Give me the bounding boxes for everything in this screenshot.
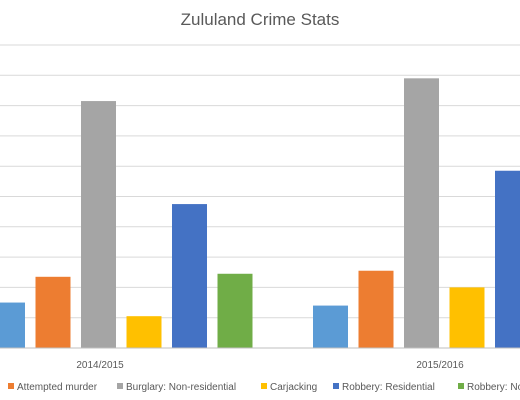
legend-label: Burglary: Non-residential [126, 382, 236, 393]
bar-series-5-2014-2015 [217, 273, 253, 348]
legend-swatch [458, 383, 464, 389]
category-label: 2014/2015 [76, 360, 124, 371]
category-labels: 2014/2015 2015/2016 [76, 360, 464, 371]
bar-series-0-2014-2015 [0, 302, 25, 348]
bar-series-2-2014-2015 [81, 101, 116, 349]
gridlines [0, 44, 520, 319]
category-label: 2015/2016 [416, 360, 464, 371]
chart-title: Zululand Crime Stats [181, 10, 340, 29]
legend-swatch [333, 383, 339, 389]
bar-series-3-2014-2015 [126, 316, 162, 348]
bar-series-0-2015-2016 [313, 305, 348, 348]
bars-area [0, 78, 520, 349]
bar-series-4-2014-2015 [172, 204, 207, 348]
legend-swatch [261, 383, 267, 389]
legend-swatch [117, 383, 123, 389]
legend: Attempted murder Burglary: Non-residentia… [8, 382, 520, 393]
bar-series-4-2015-2016 [495, 170, 520, 348]
legend-label: Carjacking [270, 382, 317, 393]
bar-series-1-2014-2015 [35, 276, 71, 348]
legend-label: Robbery: Residential [342, 382, 435, 393]
legend-swatch [8, 383, 14, 389]
bar-series-2-2015-2016 [404, 78, 439, 348]
bar-series-1-2015-2016 [358, 270, 394, 348]
legend-label: Robbery: No [467, 382, 520, 393]
legend-label: Attempted murder [17, 382, 98, 393]
bar-series-3-2015-2016 [449, 287, 485, 348]
